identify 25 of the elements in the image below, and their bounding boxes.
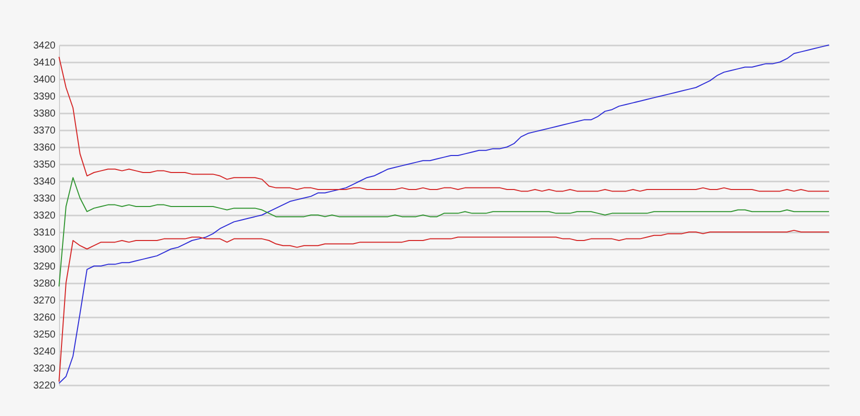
y-tick-label: 3270 <box>33 296 56 306</box>
y-tick-label: 3240 <box>33 346 56 358</box>
y-tick-label: 3420 <box>33 40 56 52</box>
y-tick-label: 3390 <box>33 92 56 102</box>
y-tick-label: 3370 <box>33 126 56 136</box>
y-tick-label: 3280 <box>33 278 56 290</box>
y-tick-label: 3350 <box>33 160 56 170</box>
y-tick-label: 3330 <box>33 194 56 204</box>
y-tick-label: 3320 <box>33 210 56 222</box>
y-tick-label: 3260 <box>33 312 56 324</box>
y-tick-label: 3410 <box>33 58 56 68</box>
line-series <box>58 44 830 384</box>
y-tick-label: 3230 <box>33 364 56 374</box>
y-tick-label: 3310 <box>33 228 56 238</box>
line-series <box>58 230 830 382</box>
y-tick-label: 3380 <box>33 108 56 120</box>
y-tick-label: 3360 <box>33 142 56 154</box>
line-series <box>58 56 830 192</box>
y-tick-label: 3300 <box>33 244 56 256</box>
y-tick-label: 3220 <box>33 380 56 392</box>
y-tick-label: 3400 <box>33 74 56 86</box>
line-series <box>58 177 830 287</box>
y-tick-label: 3250 <box>33 330 56 340</box>
y-tick-label: 3340 <box>33 176 56 188</box>
y-tick-label: 3290 <box>33 262 56 272</box>
